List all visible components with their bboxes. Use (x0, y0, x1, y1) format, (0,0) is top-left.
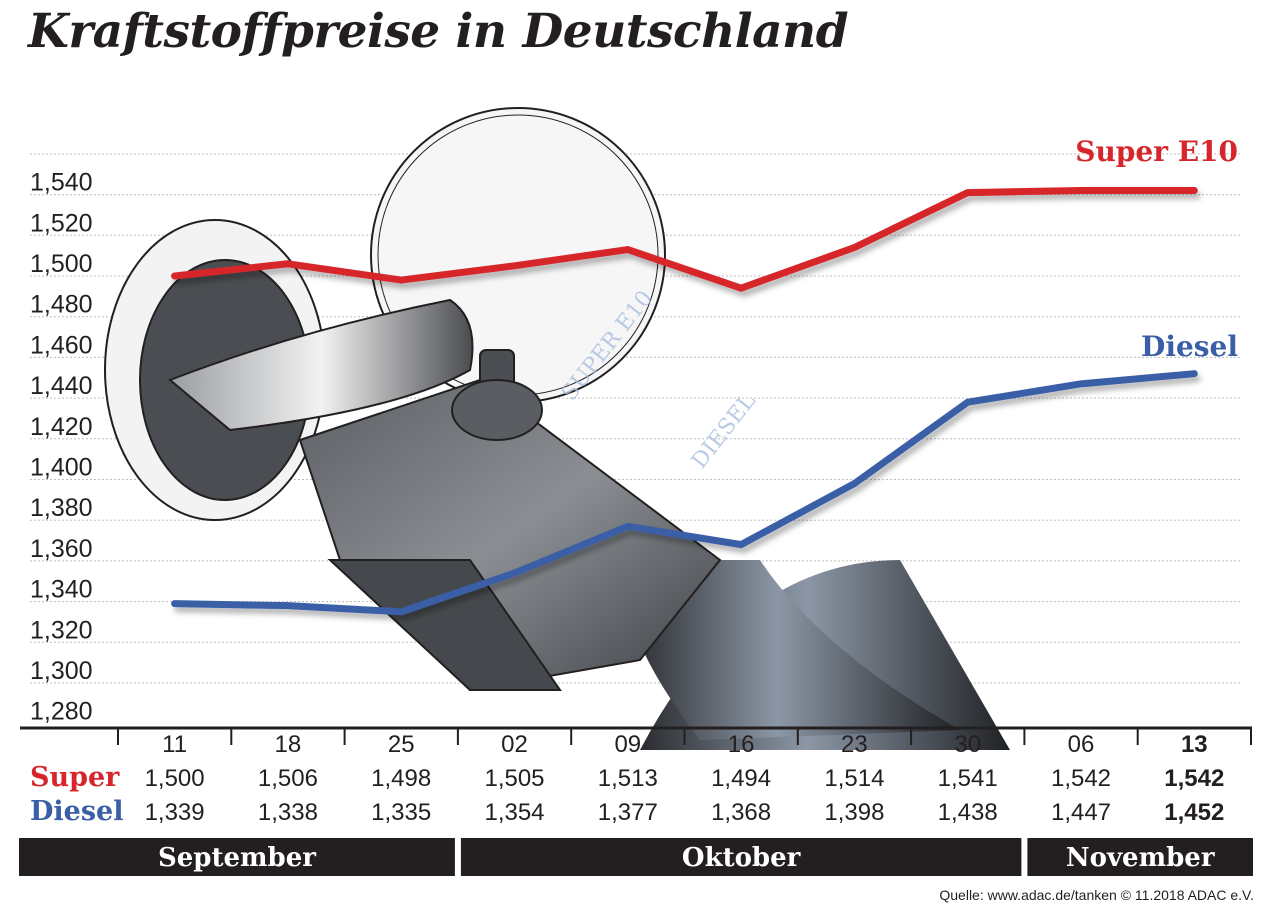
y-tick-label: 1,540 (30, 169, 93, 197)
y-tick-label: 1,380 (30, 494, 93, 522)
table-row-label-super: Super (30, 762, 120, 793)
month-bar (1027, 838, 1253, 876)
series-lines (171, 187, 1198, 616)
month-label: September (158, 843, 316, 873)
series-line-diesel (171, 370, 1198, 616)
data-point (285, 603, 290, 608)
fuel-nozzle-illustration: SUPER E10 DIESEL (104, 107, 1010, 750)
y-tick-label: 1,400 (30, 454, 93, 482)
y-tick-label: 1,340 (30, 576, 93, 604)
x-tick-label: 25 (388, 731, 415, 758)
data-point (399, 278, 404, 283)
data-point (739, 286, 744, 291)
y-tick-label: 1,460 (30, 331, 93, 359)
data-point (1079, 188, 1083, 193)
y-tick-label: 1,440 (30, 372, 93, 400)
data-point (625, 524, 630, 529)
table-cell: 1,338 (258, 799, 318, 826)
x-tick-label: 06 (1068, 731, 1095, 758)
data-point (625, 247, 630, 252)
y-tick-label: 1,300 (30, 657, 93, 685)
table-cell: 1,335 (371, 799, 431, 826)
data-point (739, 542, 744, 547)
x-tick-label: 02 (501, 731, 528, 758)
data-point (399, 609, 404, 614)
table-cell: 1,452 (1164, 799, 1224, 826)
table-cell: 1,542 (1164, 765, 1224, 792)
data-point (1192, 188, 1197, 193)
y-tick-label: 1,320 (30, 616, 93, 644)
table-cell: 1,500 (145, 765, 205, 792)
series-label-super-e10: Super E10 (1075, 135, 1238, 168)
data-point (172, 274, 177, 278)
data-point (1192, 371, 1197, 376)
x-axis-ticks (117, 728, 1252, 745)
table-row-label-diesel: Diesel (30, 796, 124, 827)
table-cell: 1,514 (824, 765, 884, 792)
table-cell: 1,541 (938, 765, 998, 792)
series-line-super-e10 (171, 187, 1198, 292)
table-cell: 1,498 (371, 765, 431, 792)
value-table: 1,500 1,506 1,498 1,505 1,513 1,494 1,514 1,541… (145, 765, 1225, 826)
source-note: Quelle: www.adac.de/tanken © 11.2018 ADA… (939, 887, 1254, 903)
table-cell: 1,438 (938, 799, 998, 826)
y-tick-label: 1,500 (30, 250, 93, 278)
table-cell: 1,542 (1051, 765, 1111, 792)
table-cell: 1,339 (145, 799, 205, 826)
y-tick-label: 1,480 (30, 291, 93, 319)
month-bar (460, 838, 1022, 876)
data-point (512, 263, 517, 268)
table-cell: 1,354 (484, 799, 544, 826)
y-tick-label: 1,360 (30, 535, 93, 563)
x-tick-label: 23 (841, 731, 868, 758)
data-point (1079, 381, 1083, 386)
month-label: November (1066, 843, 1215, 873)
table-cell: 1,505 (484, 765, 544, 792)
table-cell: 1,513 (598, 765, 658, 792)
x-tick-label: 18 (275, 731, 302, 758)
x-tick-label: 13 (1181, 731, 1208, 758)
data-point (965, 190, 970, 195)
month-bars: September Oktober November (19, 838, 1253, 876)
x-tick-label: 09 (614, 731, 641, 758)
y-tick-label: 1,520 (30, 209, 93, 237)
table-cell: 1,368 (711, 799, 771, 826)
x-tick-label: 30 (954, 731, 981, 758)
x-tick-label: 11 (162, 731, 187, 758)
data-point (512, 571, 517, 576)
y-tick-label: 1,280 (30, 698, 93, 726)
table-cell: 1,447 (1051, 799, 1111, 826)
data-point (285, 261, 290, 266)
data-point (172, 601, 177, 606)
data-point (852, 481, 857, 486)
table-cell: 1,506 (258, 765, 318, 792)
data-point (965, 400, 970, 405)
y-axis-labels: 1,280 1,300 1,320 1,340 1,360 1,380 1,400 1,420… (30, 169, 93, 726)
x-tick-label: 16 (728, 731, 755, 758)
data-point (852, 245, 857, 250)
table-cell: 1,494 (711, 765, 771, 792)
table-cell: 1,398 (824, 799, 884, 826)
chart-title: Kraftstoffpreise in Deutschland (28, 4, 849, 59)
month-bar (19, 838, 455, 876)
display-label-diesel: DIESEL (687, 389, 761, 474)
series-label-diesel: Diesel (1141, 330, 1238, 363)
x-axis-labels: 11 18 25 02 09 16 23 30 06 13 (162, 731, 1208, 758)
table-cell: 1,377 (598, 799, 658, 826)
month-label: Oktober (682, 843, 801, 873)
y-tick-label: 1,420 (30, 413, 93, 441)
